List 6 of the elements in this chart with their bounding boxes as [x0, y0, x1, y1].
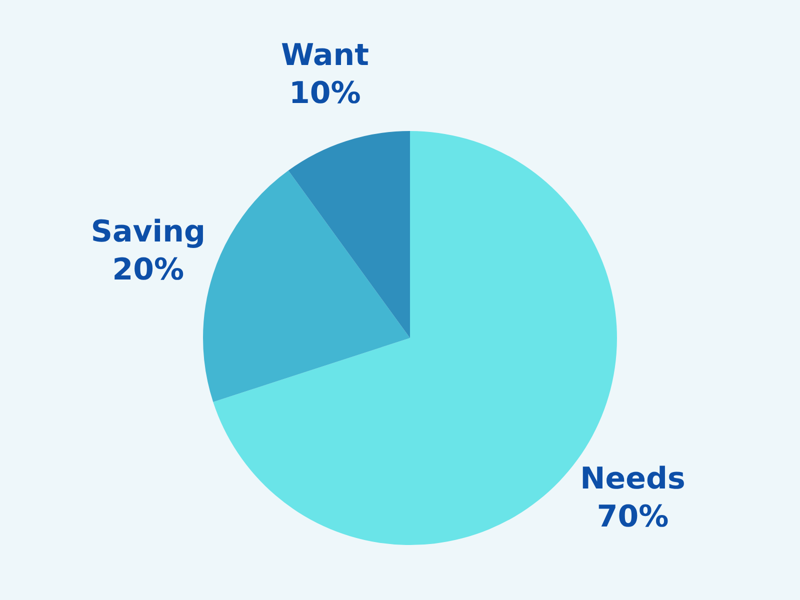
- data-label: 70%: [596, 500, 669, 535]
- slice-label: Want: [280, 38, 369, 73]
- data-label: 10%: [289, 76, 361, 111]
- slice-label: Needs: [580, 462, 686, 497]
- slice-label: Saving: [90, 214, 206, 250]
- data-label: 20%: [112, 252, 184, 288]
